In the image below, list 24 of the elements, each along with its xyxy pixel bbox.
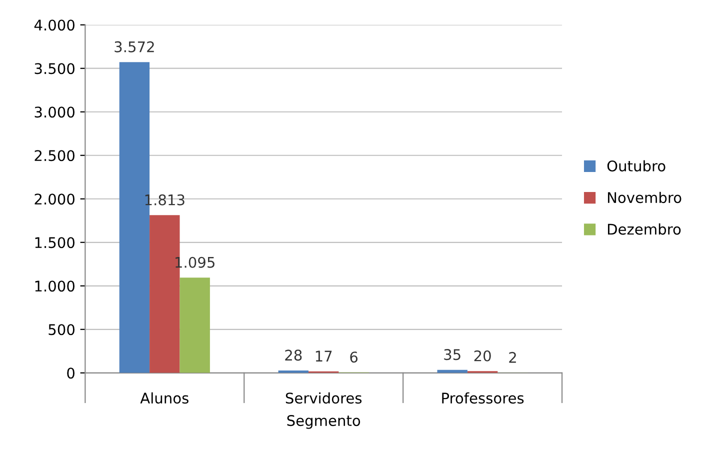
legend-label: Dezembro [608, 223, 681, 235]
data-label: 3.572 [114, 41, 154, 52]
x-axis-title: Segmento [287, 415, 360, 429]
legend-label: Outubro [607, 160, 666, 172]
y-tick-label: 1.000 [35, 280, 74, 292]
data-label: 35 [444, 349, 460, 360]
data-label: 20 [474, 350, 491, 362]
legend-label: Novembro [608, 192, 682, 204]
y-tick-label: 3.500 [34, 63, 74, 74]
y-tick-label: 4.000 [34, 20, 74, 31]
y-tick-label: 0 [67, 368, 74, 379]
x-tick-label: Alunos [140, 392, 188, 404]
y-tick-label: 2.000 [34, 194, 74, 205]
data-label: 6 [350, 352, 358, 363]
x-tick-label: Servidores [286, 392, 362, 404]
x-tick-label: Professores [442, 392, 524, 404]
bar [180, 278, 210, 373]
y-tick-label: 2.500 [34, 150, 74, 162]
data-label: 17 [316, 350, 332, 362]
data-label: 28 [285, 350, 302, 361]
y-tick-label: 3.000 [34, 106, 74, 118]
y-tick-label: 500 [48, 324, 74, 336]
y-tick-label: 1.500 [35, 237, 74, 248]
data-label: 2 [509, 352, 516, 363]
